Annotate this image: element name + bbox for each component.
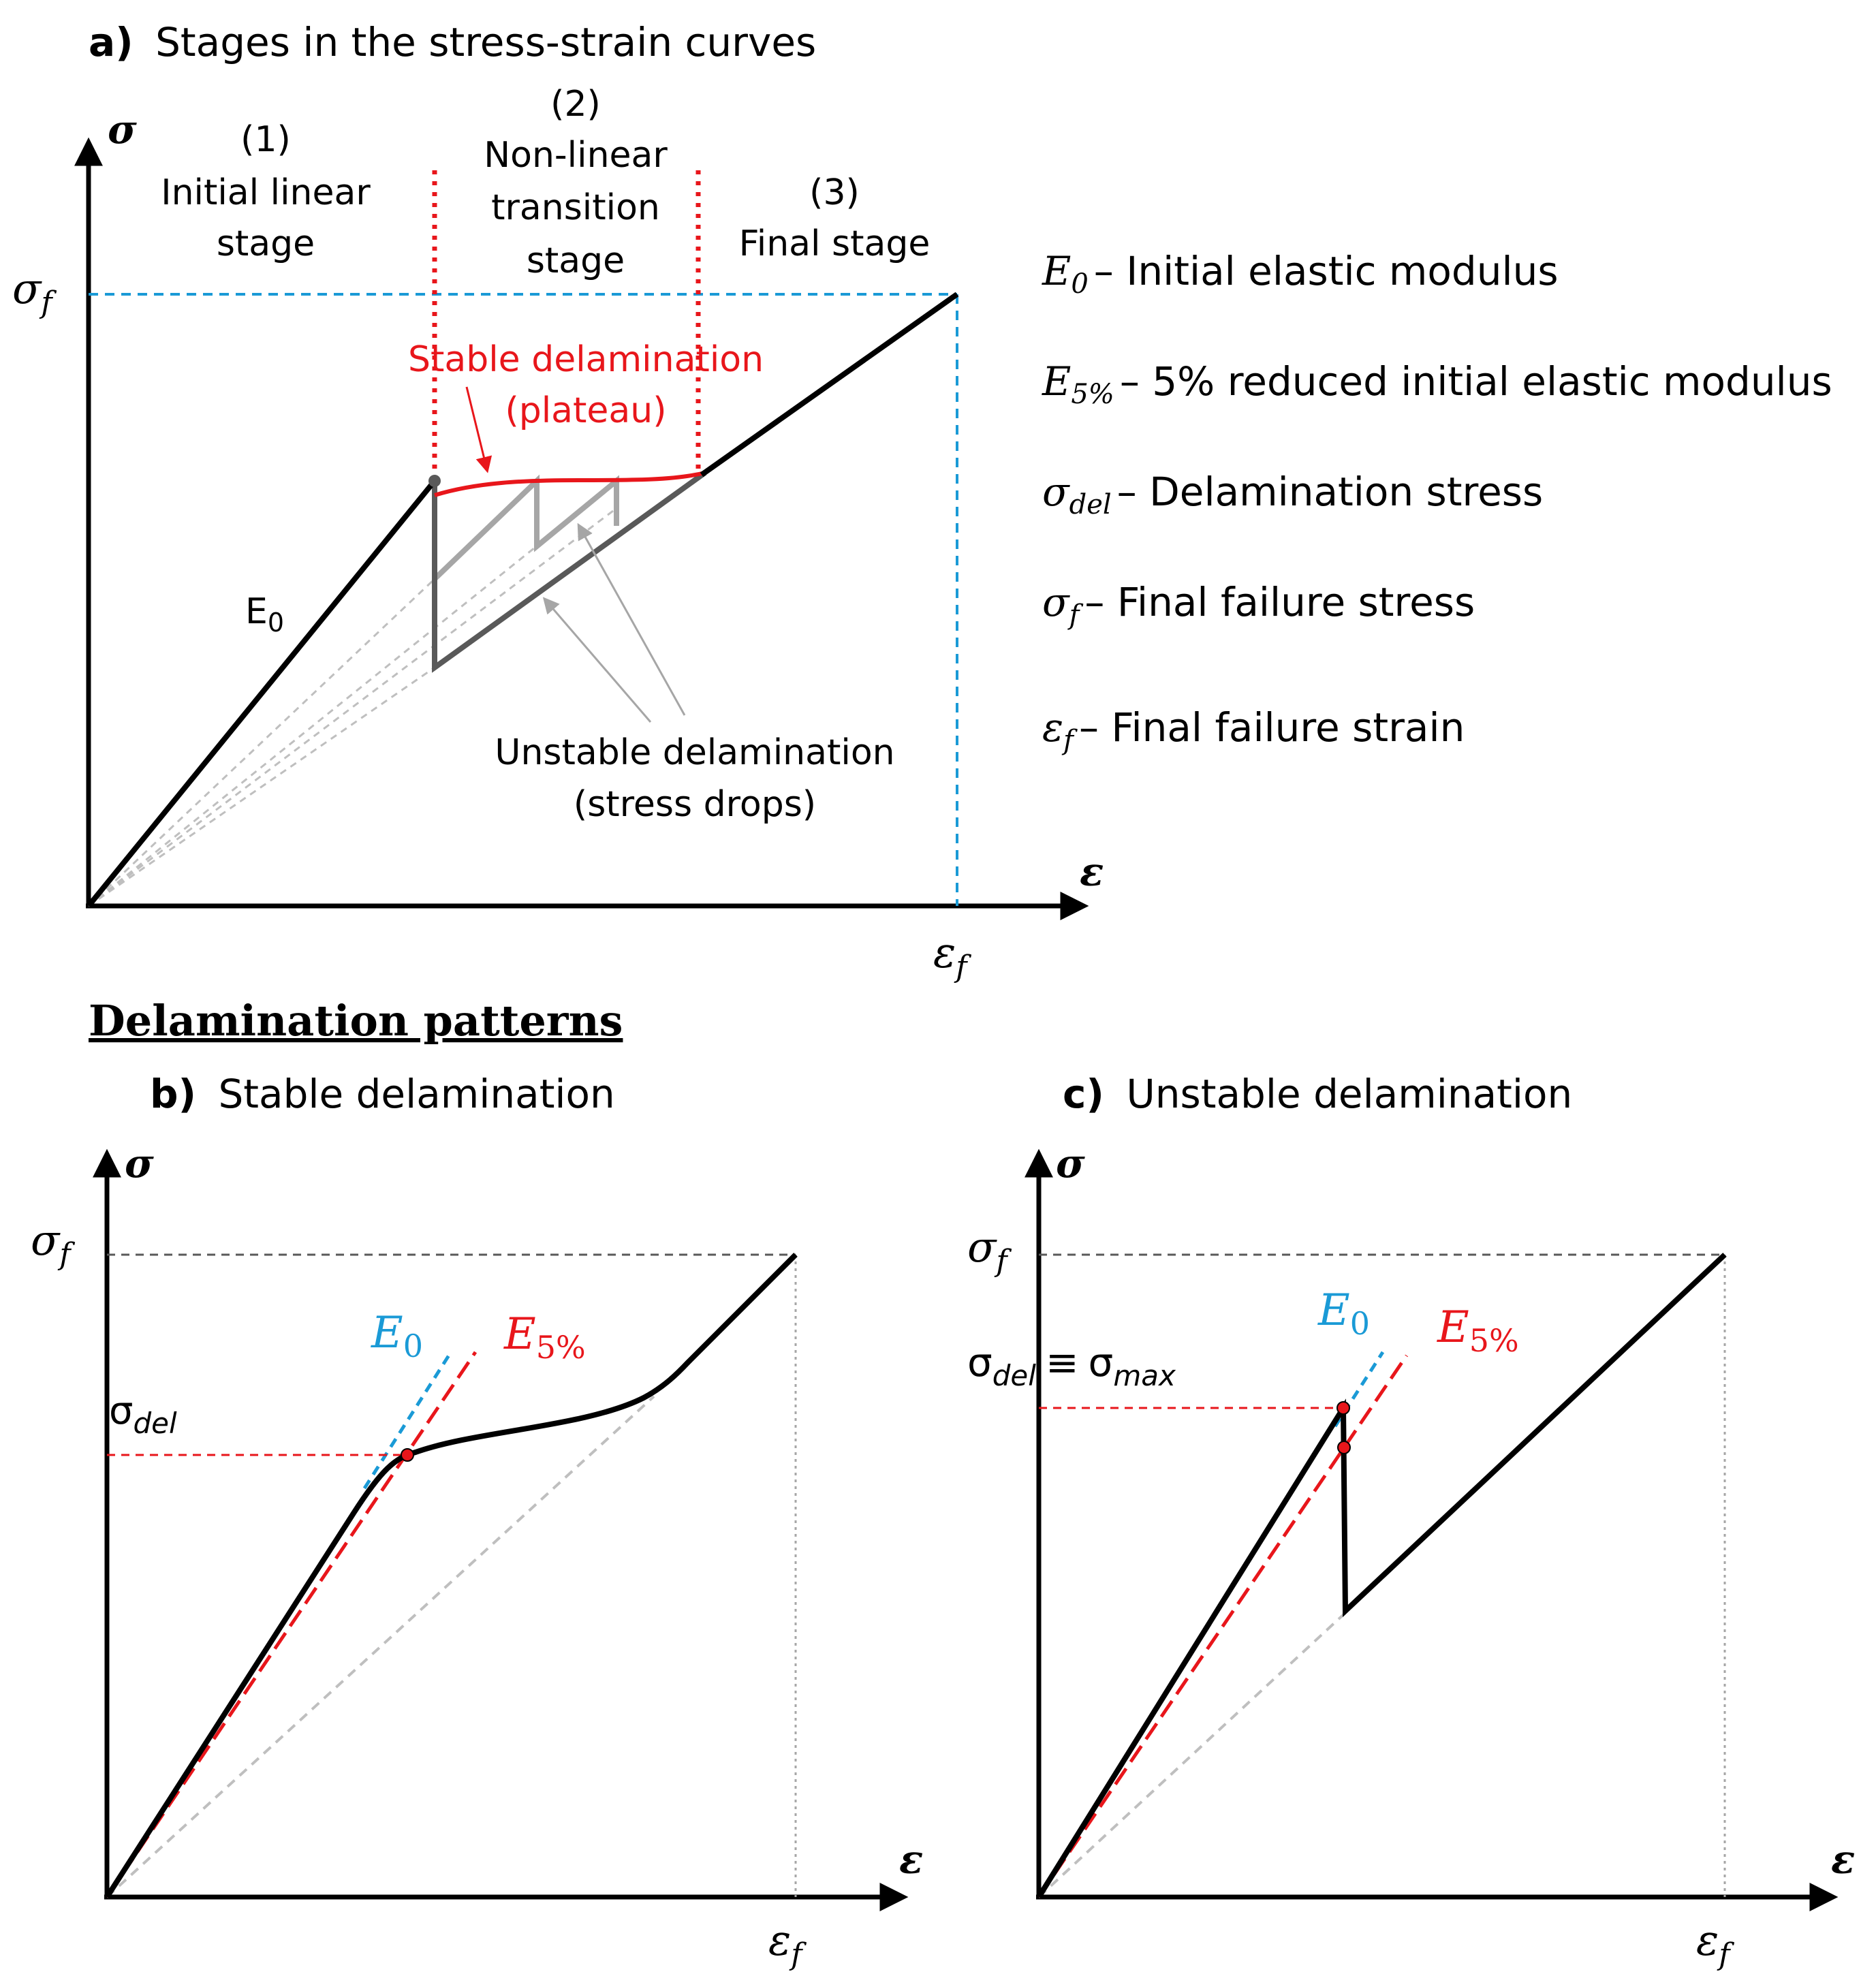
- svg-text:(1): (1): [240, 119, 291, 160]
- panel-b-y-axis-label: σ: [125, 1140, 154, 1187]
- panel-a-final-linear: [700, 292, 959, 477]
- patterns-heading: Delamination patterns: [89, 996, 623, 1046]
- panel-c-y-axis-label: σ: [1056, 1140, 1085, 1187]
- svg-text:stage: stage: [217, 223, 315, 264]
- panel-c-sigma-f-label: σf: [967, 1222, 1012, 1279]
- svg-text:(3): (3): [809, 172, 860, 213]
- panel-c: c) Unstable delamination σ ε σf εf σdel ≡…: [967, 1071, 1855, 1972]
- stable-plateau-curve: [434, 471, 706, 497]
- panel-b-sigma-f-label: σf: [31, 1215, 75, 1272]
- panel-c-curve: [1036, 1253, 1727, 1899]
- legend-item-e5: E5% – 5% reduced initial elastic modulus: [1042, 358, 1832, 410]
- panel-a-title: a) Stages in the stress-strain curves: [89, 19, 816, 65]
- panel-a-title-text: Stages in the stress-strain curves: [155, 19, 816, 65]
- legend: E0– Initial elastic modulus E5% – 5% redu…: [1042, 248, 1832, 756]
- panel-b-delamination-point: [401, 1448, 414, 1462]
- svg-text:(plateau): (plateau): [505, 390, 666, 431]
- panel-a-letter: a): [89, 19, 134, 65]
- panel-c-peak-point: [1336, 1401, 1350, 1415]
- svg-text:Unstable delamination: Unstable delamination: [495, 732, 894, 773]
- unstable-drop-dark: [432, 470, 707, 673]
- panel-b-eps-f-label: εf: [768, 1915, 807, 1972]
- panel-a-eps-f-label: εf: [933, 928, 971, 984]
- svg-text:(stress drops): (stress drops): [574, 784, 816, 825]
- panel-c-title: c) Unstable delamination: [1063, 1071, 1572, 1117]
- panel-a: a) Stages in the stress-strain curves σ …: [12, 19, 1104, 984]
- svg-text:(2): (2): [550, 84, 601, 125]
- svg-text:transition: transition: [491, 187, 660, 228]
- stage-3-label: (3) Final stage: [739, 172, 931, 264]
- panel-a-delamination-onset: [428, 475, 441, 487]
- panel-a-initial-linear: [86, 479, 437, 908]
- panel-b-e5-label: E5%: [503, 1309, 586, 1366]
- panel-b-x-axis-label: ε: [899, 1836, 923, 1883]
- panel-c-e5-intersection: [1337, 1441, 1351, 1454]
- panel-b-curve: [104, 1253, 798, 1899]
- panel-a-secant-lines: [87, 510, 614, 907]
- panel-c-sigma-del-label: σdel ≡ σmax: [967, 1339, 1176, 1392]
- stage-2-label: (2) Non-linear transition stage: [484, 84, 668, 281]
- legend-item-sigma-f: σf – Final failure stress: [1042, 579, 1475, 631]
- panel-b: b) Stable delamination σ ε σf εf σdel E0…: [31, 1071, 923, 1972]
- svg-text:stage: stage: [527, 240, 625, 281]
- legend-item-e0: E0– Initial elastic modulus: [1042, 248, 1559, 300]
- panel-a-sigma-f-label: σf: [12, 264, 57, 320]
- panel-a-e0-label: E0: [245, 591, 284, 638]
- legend-item-eps-f: εf – Final failure strain: [1042, 704, 1465, 756]
- panel-c-secant: [1037, 1610, 1349, 1898]
- panel-c-e5-line: [1037, 1354, 1409, 1898]
- panel-c-e5-label: E5%: [1437, 1302, 1519, 1359]
- panel-c-e0-label: E0: [1317, 1285, 1370, 1342]
- panel-c-x-axis-label: ε: [1831, 1836, 1855, 1883]
- unstable-sawtooth-light: [433, 474, 619, 581]
- legend-item-sigma-del: σdel – Delamination stress: [1042, 469, 1543, 520]
- stage-1-label: (1) Initial linear stage: [161, 119, 371, 264]
- svg-text:Final stage: Final stage: [739, 223, 931, 264]
- panel-c-e0-line: [1333, 1351, 1385, 1428]
- panel-a-x-axis-label: ε: [1080, 849, 1104, 895]
- panel-b-sigma-del-label: σdel: [109, 1389, 177, 1440]
- panel-b-title: b) Stable delamination: [150, 1071, 615, 1117]
- svg-text:Non-linear: Non-linear: [484, 135, 668, 176]
- panel-b-e0-line: [362, 1351, 453, 1490]
- panel-b-secant: [106, 1395, 655, 1898]
- panel-b-e0-label: E0: [371, 1308, 423, 1364]
- svg-text:Stable delamination: Stable delamination: [408, 339, 764, 380]
- stable-delamination-arrow: [465, 386, 493, 473]
- svg-text:Initial linear: Initial linear: [161, 172, 371, 213]
- panel-a-y-axis-label: σ: [108, 106, 137, 153]
- unstable-delamination-label: Unstable delamination (stress drops): [495, 732, 894, 825]
- panel-c-eps-f-label: εf: [1696, 1915, 1734, 1972]
- unstable-arrow-1: [542, 597, 652, 723]
- unstable-arrow-2: [577, 522, 686, 716]
- stable-delamination-label: Stable delamination (plateau): [408, 339, 764, 431]
